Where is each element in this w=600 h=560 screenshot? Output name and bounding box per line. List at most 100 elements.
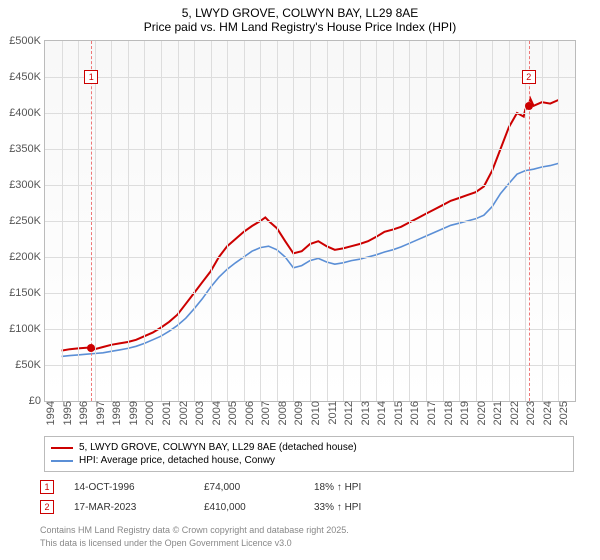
transaction-date: 17-MAR-2023 <box>74 502 204 513</box>
xaxis-tick-label: 2011 <box>323 401 339 425</box>
chart-legend: 5, LWYD GROVE, COLWYN BAY, LL29 8AE (det… <box>44 436 574 472</box>
xaxis-tick-label: 1994 <box>41 401 57 425</box>
transaction-marker-box: 2 <box>40 500 54 514</box>
transaction-marker: 2 <box>522 70 536 84</box>
footer-license: This data is licensed under the Open Gov… <box>40 538 292 548</box>
yaxis-tick-label: £350K <box>9 143 45 155</box>
legend-row: 5, LWYD GROVE, COLWYN BAY, LL29 8AE (det… <box>51 441 567 454</box>
gridline-vertical <box>178 41 179 401</box>
xaxis-tick-label: 2024 <box>538 401 554 425</box>
xaxis-tick-label: 2019 <box>455 401 471 425</box>
gridline-vertical <box>260 41 261 401</box>
transaction-date: 14-OCT-1996 <box>74 482 204 493</box>
gridline-vertical <box>459 41 460 401</box>
transaction-diff: 18% HPI <box>314 482 414 493</box>
yaxis-tick-label: £50K <box>15 359 45 371</box>
legend-row: HPI: Average price, detached house, Conw… <box>51 454 567 467</box>
gridline-vertical <box>244 41 245 401</box>
gridline-vertical <box>211 41 212 401</box>
xaxis-tick-label: 2004 <box>207 401 223 425</box>
yaxis-tick-label: £200K <box>9 251 45 263</box>
transaction-row: 1 14-OCT-1996 £74,000 18% HPI <box>40 480 590 494</box>
xaxis-tick-label: 2020 <box>472 401 488 425</box>
gridline-vertical <box>293 41 294 401</box>
xaxis-tick-label: 2001 <box>157 401 173 425</box>
transaction-price: £74,000 <box>204 482 314 493</box>
gridline-vertical <box>525 41 526 401</box>
xaxis-tick-label: 2014 <box>372 401 388 425</box>
gridline-vertical <box>360 41 361 401</box>
yaxis-tick-label: £400K <box>9 107 45 119</box>
gridline-vertical <box>277 41 278 401</box>
xaxis-tick-label: 1998 <box>107 401 123 425</box>
gridline-vertical <box>558 41 559 401</box>
xaxis-tick-label: 2021 <box>488 401 504 425</box>
xaxis-tick-label: 1997 <box>91 401 107 425</box>
legend-swatch-series1 <box>51 447 73 449</box>
transaction-dot <box>87 344 95 352</box>
gridline-vertical <box>111 41 112 401</box>
gridline-vertical <box>327 41 328 401</box>
gridline-vertical <box>426 41 427 401</box>
xaxis-tick-label: 2002 <box>174 401 190 425</box>
xaxis-tick-label: 2013 <box>356 401 372 425</box>
chart-title-line1: 5, LWYD GROVE, COLWYN BAY, LL29 8AE <box>0 0 600 20</box>
xaxis-tick-label: 2003 <box>190 401 206 425</box>
legend-label-series1: 5, LWYD GROVE, COLWYN BAY, LL29 8AE (det… <box>79 442 357 453</box>
transaction-vline <box>529 41 530 401</box>
xaxis-tick-label: 2009 <box>289 401 305 425</box>
up-arrow-icon <box>337 502 342 513</box>
gridline-vertical <box>194 41 195 401</box>
gridline-vertical <box>492 41 493 401</box>
gridline-vertical <box>144 41 145 401</box>
yaxis-tick-label: £150K <box>9 287 45 299</box>
footer-copyright: Contains HM Land Registry data © Crown c… <box>40 525 349 535</box>
xaxis-tick-label: 1999 <box>124 401 140 425</box>
xaxis-tick-label: 2007 <box>256 401 272 425</box>
yaxis-tick-label: £500K <box>9 35 45 47</box>
transaction-dot <box>525 102 533 110</box>
yaxis-tick-label: £250K <box>9 215 45 227</box>
gridline-vertical <box>78 41 79 401</box>
gridline-vertical <box>343 41 344 401</box>
gridline-vertical <box>476 41 477 401</box>
transaction-row: 2 17-MAR-2023 £410,000 33% HPI <box>40 500 590 514</box>
xaxis-tick-label: 2017 <box>422 401 438 425</box>
gridline-vertical <box>509 41 510 401</box>
chart-plot-area: £0£50K£100K£150K£200K£250K£300K£350K£400… <box>44 40 576 402</box>
gridline-vertical <box>161 41 162 401</box>
xaxis-tick-label: 2010 <box>306 401 322 425</box>
xaxis-tick-label: 2016 <box>405 401 421 425</box>
xaxis-tick-label: 2018 <box>439 401 455 425</box>
yaxis-tick-label: £450K <box>9 71 45 83</box>
yaxis-tick-label: £300K <box>9 179 45 191</box>
gridline-vertical <box>310 41 311 401</box>
up-arrow-icon <box>337 482 342 493</box>
xaxis-tick-label: 2022 <box>505 401 521 425</box>
transaction-marker: 1 <box>84 70 98 84</box>
gridline-vertical <box>376 41 377 401</box>
gridline-vertical <box>542 41 543 401</box>
gridline-vertical <box>227 41 228 401</box>
transaction-marker-box: 1 <box>40 480 54 494</box>
xaxis-tick-label: 2008 <box>273 401 289 425</box>
xaxis-tick-label: 2015 <box>389 401 405 425</box>
chart-title-line2: Price paid vs. HM Land Registry's House … <box>0 20 600 34</box>
xaxis-tick-label: 2000 <box>140 401 156 425</box>
transaction-diff: 33% HPI <box>314 502 414 513</box>
xaxis-tick-label: 2012 <box>339 401 355 425</box>
gridline-vertical <box>393 41 394 401</box>
yaxis-tick-label: £100K <box>9 323 45 335</box>
xaxis-tick-label: 2023 <box>521 401 537 425</box>
transaction-price: £410,000 <box>204 502 314 513</box>
xaxis-tick-label: 2006 <box>240 401 256 425</box>
xaxis-tick-label: 1995 <box>58 401 74 425</box>
gridline-vertical <box>62 41 63 401</box>
legend-label-series2: HPI: Average price, detached house, Conw… <box>79 455 275 466</box>
xaxis-tick-label: 2005 <box>223 401 239 425</box>
xaxis-tick-label: 1996 <box>74 401 90 425</box>
xaxis-tick-label: 2025 <box>554 401 570 425</box>
legend-swatch-series2 <box>51 460 73 462</box>
gridline-vertical <box>128 41 129 401</box>
gridline-vertical <box>443 41 444 401</box>
